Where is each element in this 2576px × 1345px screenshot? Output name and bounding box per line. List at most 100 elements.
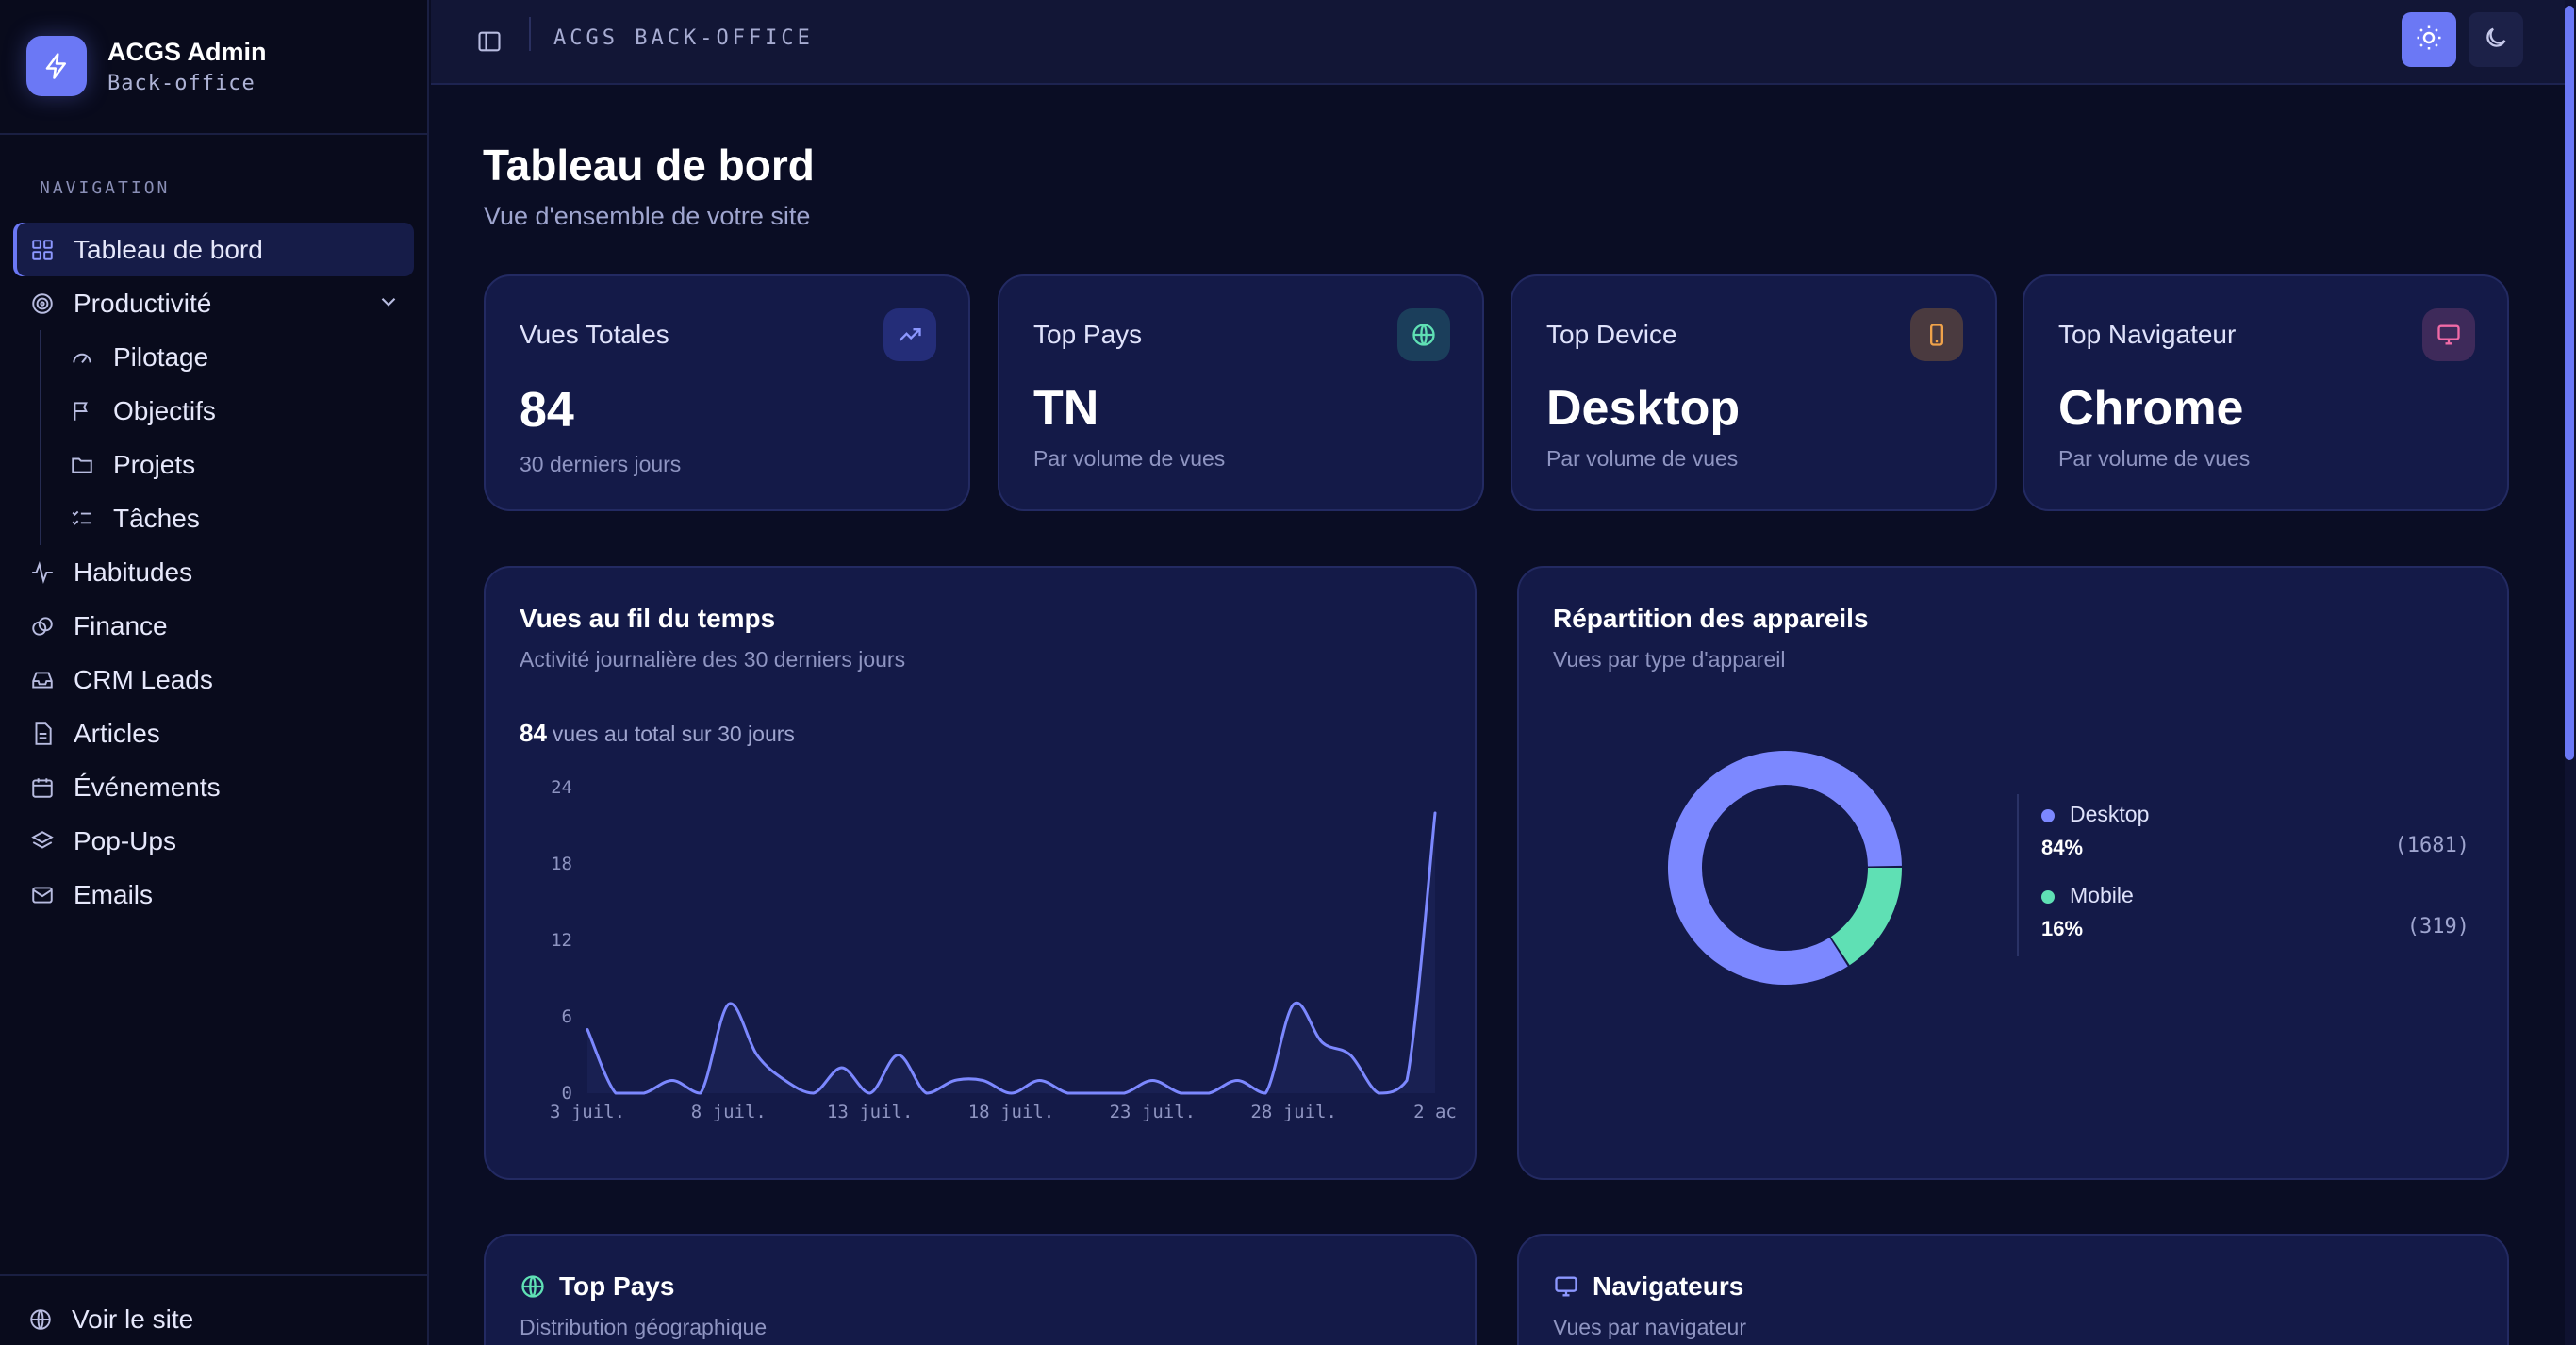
legend-percent: 84% xyxy=(2041,836,2084,859)
legend-name: Mobile xyxy=(2070,883,2134,907)
target-icon xyxy=(28,290,57,318)
sidebar-item-pilotage[interactable]: Pilotage xyxy=(41,330,414,384)
legend-item-desktop[interactable]: Desktop 84% (1681) xyxy=(2017,794,2469,875)
x-tick-label: 28 juil. xyxy=(1250,1102,1337,1122)
calendar-icon xyxy=(28,773,57,802)
globe-icon xyxy=(520,1273,546,1300)
sidebar-item-evenements[interactable]: Événements xyxy=(13,760,414,814)
panel-title-text: Top Pays xyxy=(559,1271,675,1301)
device-distribution-panel: Répartition des appareils Vues par type … xyxy=(1517,566,2509,1180)
view-site-link[interactable]: Voir le site xyxy=(26,1304,193,1335)
lightning-icon xyxy=(26,36,87,96)
activity-icon xyxy=(28,558,57,587)
sidebar-item-taches[interactable]: Tâches xyxy=(41,491,414,545)
stat-label: Top Navigateur xyxy=(2058,320,2237,349)
sidebar-item-label: Pop-Ups xyxy=(74,825,176,855)
stat-note: 30 derniers jours xyxy=(520,452,682,476)
globe-icon xyxy=(1397,308,1450,361)
panel-title-text: Navigateurs xyxy=(1593,1271,1744,1301)
x-tick-label: 23 juil. xyxy=(1110,1102,1197,1122)
stat-note: Par volume de vues xyxy=(1033,446,1226,471)
brand[interactable]: ACGS Admin Back-office xyxy=(26,36,267,96)
panel-title: Répartition des appareils xyxy=(1553,604,1869,633)
sidebar-item-label: Habitudes xyxy=(74,556,193,587)
stat-value: TN xyxy=(1033,381,1099,436)
sidebar-item-emails[interactable]: Emails xyxy=(13,868,414,922)
legend-name: Desktop xyxy=(2070,802,2150,826)
sidebar-item-pop-ups[interactable]: Pop-Ups xyxy=(13,814,414,868)
sidebar-item-tableau-de-bord[interactable]: Tableau de bord xyxy=(13,223,414,276)
views-series-line xyxy=(586,811,1437,1095)
panel-subtitle: Vues par navigateur xyxy=(1553,1315,1747,1339)
sidebar-item-label: Objectifs xyxy=(113,395,216,425)
legend-count: (1681) xyxy=(2394,834,2469,857)
stat-card-vues-totales: Vues Totales 84 30 derniers jours xyxy=(484,274,970,511)
coins-icon xyxy=(28,612,57,640)
topbar-title: ACGS BACK-OFFICE xyxy=(553,26,814,50)
dark-mode-button[interactable] xyxy=(2469,12,2523,67)
sidebar-item-productivite[interactable]: Productivité xyxy=(13,276,414,330)
panel-title: Navigateurs xyxy=(1553,1271,1743,1302)
sidebar-item-label: Pilotage xyxy=(113,341,209,372)
sidebar-item-articles[interactable]: Articles xyxy=(13,706,414,760)
sun-icon xyxy=(2415,24,2443,57)
sidebar-footer-divider xyxy=(0,1274,429,1276)
topbar: ACGS BACK-OFFICE xyxy=(431,0,2565,85)
sidebar-item-crm-leads[interactable]: CRM Leads xyxy=(13,653,414,706)
y-tick-label: 6 xyxy=(562,1006,572,1027)
stat-card-top-navigateur: Top Navigateur Chrome Par volume de vues xyxy=(2023,274,2509,511)
total-views-line: 84 vues au total sur 30 jours xyxy=(520,719,795,748)
sidebar-item-label: Emails xyxy=(74,879,154,909)
page-title: Tableau de bord xyxy=(483,141,815,190)
sidebar-item-objectifs[interactable]: Objectifs xyxy=(41,384,414,438)
stat-label: Top Pays xyxy=(1033,320,1143,349)
panel-subtitle: Distribution géographique xyxy=(520,1315,768,1339)
inbox-icon xyxy=(28,666,57,694)
light-mode-button[interactable] xyxy=(2402,12,2456,67)
donut-slice-desktop xyxy=(1668,751,1902,985)
sidebar-item-label: Événements xyxy=(74,772,221,802)
sidebar-item-habitudes[interactable]: Habitudes xyxy=(13,545,414,599)
panel-title: Vues au fil du temps xyxy=(520,604,776,633)
brand-title: ACGS Admin xyxy=(107,38,267,67)
y-tick-label: 12 xyxy=(551,930,572,951)
layers-icon xyxy=(28,827,57,855)
x-tick-label: 13 juil. xyxy=(827,1102,914,1122)
stat-value: Desktop xyxy=(1546,381,1741,436)
donut-slice-mobile xyxy=(1668,751,1902,985)
x-tick-label: 18 juil. xyxy=(968,1102,1055,1122)
brand-subtitle: Back-office xyxy=(107,71,256,95)
monitor-icon xyxy=(2422,308,2475,361)
panel-subtitle: Vues par type d'appareil xyxy=(1553,647,1786,672)
sidebar-item-label: Tâches xyxy=(113,503,200,533)
stat-card-top-pays: Top Pays TN Par volume de vues xyxy=(998,274,1484,511)
sidebar-item-projets[interactable]: Projets xyxy=(41,438,414,491)
views-line-chart[interactable]: 24 18 12 6 03 juil. 8 juil. 13 juil. 18 juil. 23… xyxy=(486,568,1478,1182)
chevron-down-icon[interactable] xyxy=(376,290,401,321)
stat-label: Vues Totales xyxy=(520,320,669,349)
scrollbar-thumb[interactable] xyxy=(2565,6,2574,760)
stat-note: Par volume de vues xyxy=(1546,446,1739,471)
gauge-icon xyxy=(68,343,96,372)
legend-item-mobile[interactable]: Mobile 16% (319) xyxy=(2017,875,2469,956)
total-views-text: vues au total sur 30 jours xyxy=(552,722,795,746)
y-tick-label: 0 xyxy=(562,1083,572,1104)
checklist-icon xyxy=(68,505,96,533)
nav-section-label: NAVIGATION xyxy=(40,178,171,198)
sidebar-item-label: Productivité xyxy=(74,288,212,318)
sidebar-toggle-icon[interactable] xyxy=(471,23,508,60)
sidebar-nav: Tableau de bord Productivité Pilotage Ob… xyxy=(13,223,414,922)
device-donut-chart[interactable] xyxy=(1519,568,2511,1182)
topbar-separator xyxy=(529,17,531,51)
sidebar-item-finance[interactable]: Finance xyxy=(13,599,414,653)
productivite-subnav: Pilotage Objectifs Projets Tâches xyxy=(40,330,414,545)
views-area-fill xyxy=(587,813,1435,1093)
views-over-time-panel: Vues au fil du temps Activité journalièr… xyxy=(484,566,1477,1180)
y-tick-label: 18 xyxy=(551,854,572,874)
y-tick-label: 24 xyxy=(551,777,572,798)
smartphone-icon xyxy=(1910,308,1963,361)
x-tick-label: 2 ac xyxy=(1413,1102,1457,1122)
legend-dot xyxy=(2041,809,2055,822)
view-site-label: Voir le site xyxy=(72,1304,194,1334)
total-views-value: 84 xyxy=(520,719,547,747)
